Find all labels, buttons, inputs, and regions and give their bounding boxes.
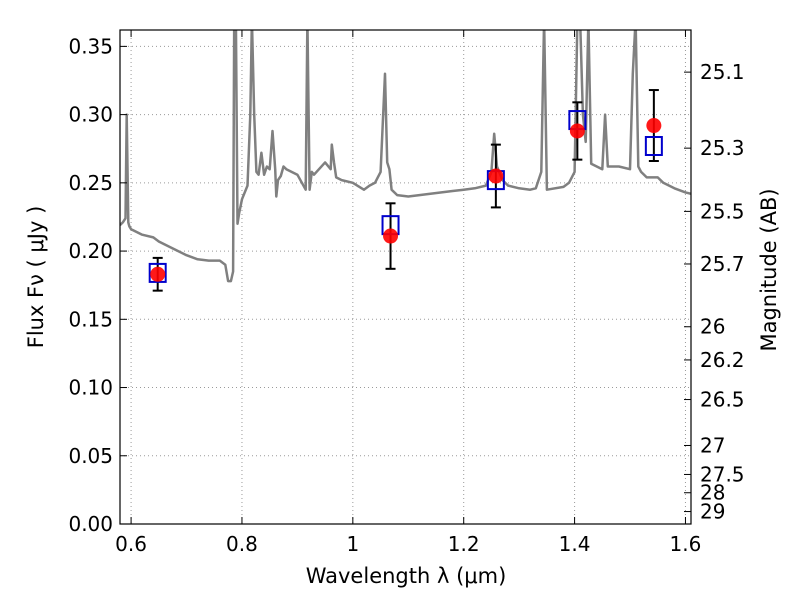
y-tick-label: 0.35 xyxy=(68,34,113,58)
y2-tick-label: 26 xyxy=(700,315,725,339)
measured-flux-point xyxy=(488,168,504,184)
y2-axis-title: Magnitude (AB) xyxy=(757,188,781,351)
plot-frame xyxy=(119,29,692,525)
y2-tick-label: 25.5 xyxy=(700,199,745,223)
axis-ticks: 0.6 0.8 1 1.2 1.4 1.6 0.00 0.05 0.10 0.15 0.20 0.25… xyxy=(68,30,745,556)
y2-tick-label: 29 xyxy=(700,500,725,524)
x-tick-label: 1.2 xyxy=(448,532,480,556)
model-photometry-box xyxy=(644,135,663,156)
measured-flux-point xyxy=(569,123,585,139)
x-tick-label: 1 xyxy=(346,532,359,556)
x-tick-label: 1.4 xyxy=(559,532,591,556)
y-tick-label: 0.15 xyxy=(68,307,113,331)
y-tick-label: 0.25 xyxy=(68,171,113,195)
y2-tick-label: 25.3 xyxy=(700,136,745,160)
y-axis-title: Flux Fν ( μJy ) xyxy=(24,206,48,349)
measured-flux-point xyxy=(383,228,399,244)
x-tick-label: 1.6 xyxy=(670,532,702,556)
y2-tick-label: 27 xyxy=(700,433,725,457)
x-tick-label: 0.8 xyxy=(226,532,258,556)
y2-tick-label: 26.2 xyxy=(700,348,745,372)
y-tick-label: 0.10 xyxy=(68,376,113,400)
y2-tick-label: 27.5 xyxy=(700,462,745,486)
y2-tick-label: 28 xyxy=(700,481,725,505)
x-axis-title: Wavelength λ (μm) xyxy=(306,564,507,588)
measured-flux-point xyxy=(150,266,166,282)
y-tick-label: 0.30 xyxy=(68,103,113,127)
y2-tick-label: 26.5 xyxy=(700,388,745,412)
x-tick-label: 0.6 xyxy=(115,532,147,556)
y2-tick-label: 25.1 xyxy=(700,60,745,84)
y-tick-label: 0.05 xyxy=(68,444,113,468)
plot-area xyxy=(120,30,691,292)
y-tick-label: 0.20 xyxy=(68,239,113,263)
grid-lines xyxy=(120,30,691,525)
y2-tick-label: 25.7 xyxy=(700,252,745,276)
model-spectrum-line xyxy=(120,30,691,283)
y-tick-label: 0.00 xyxy=(68,512,113,536)
measured-flux-point xyxy=(646,118,662,134)
model-photometry-box xyxy=(148,262,167,283)
